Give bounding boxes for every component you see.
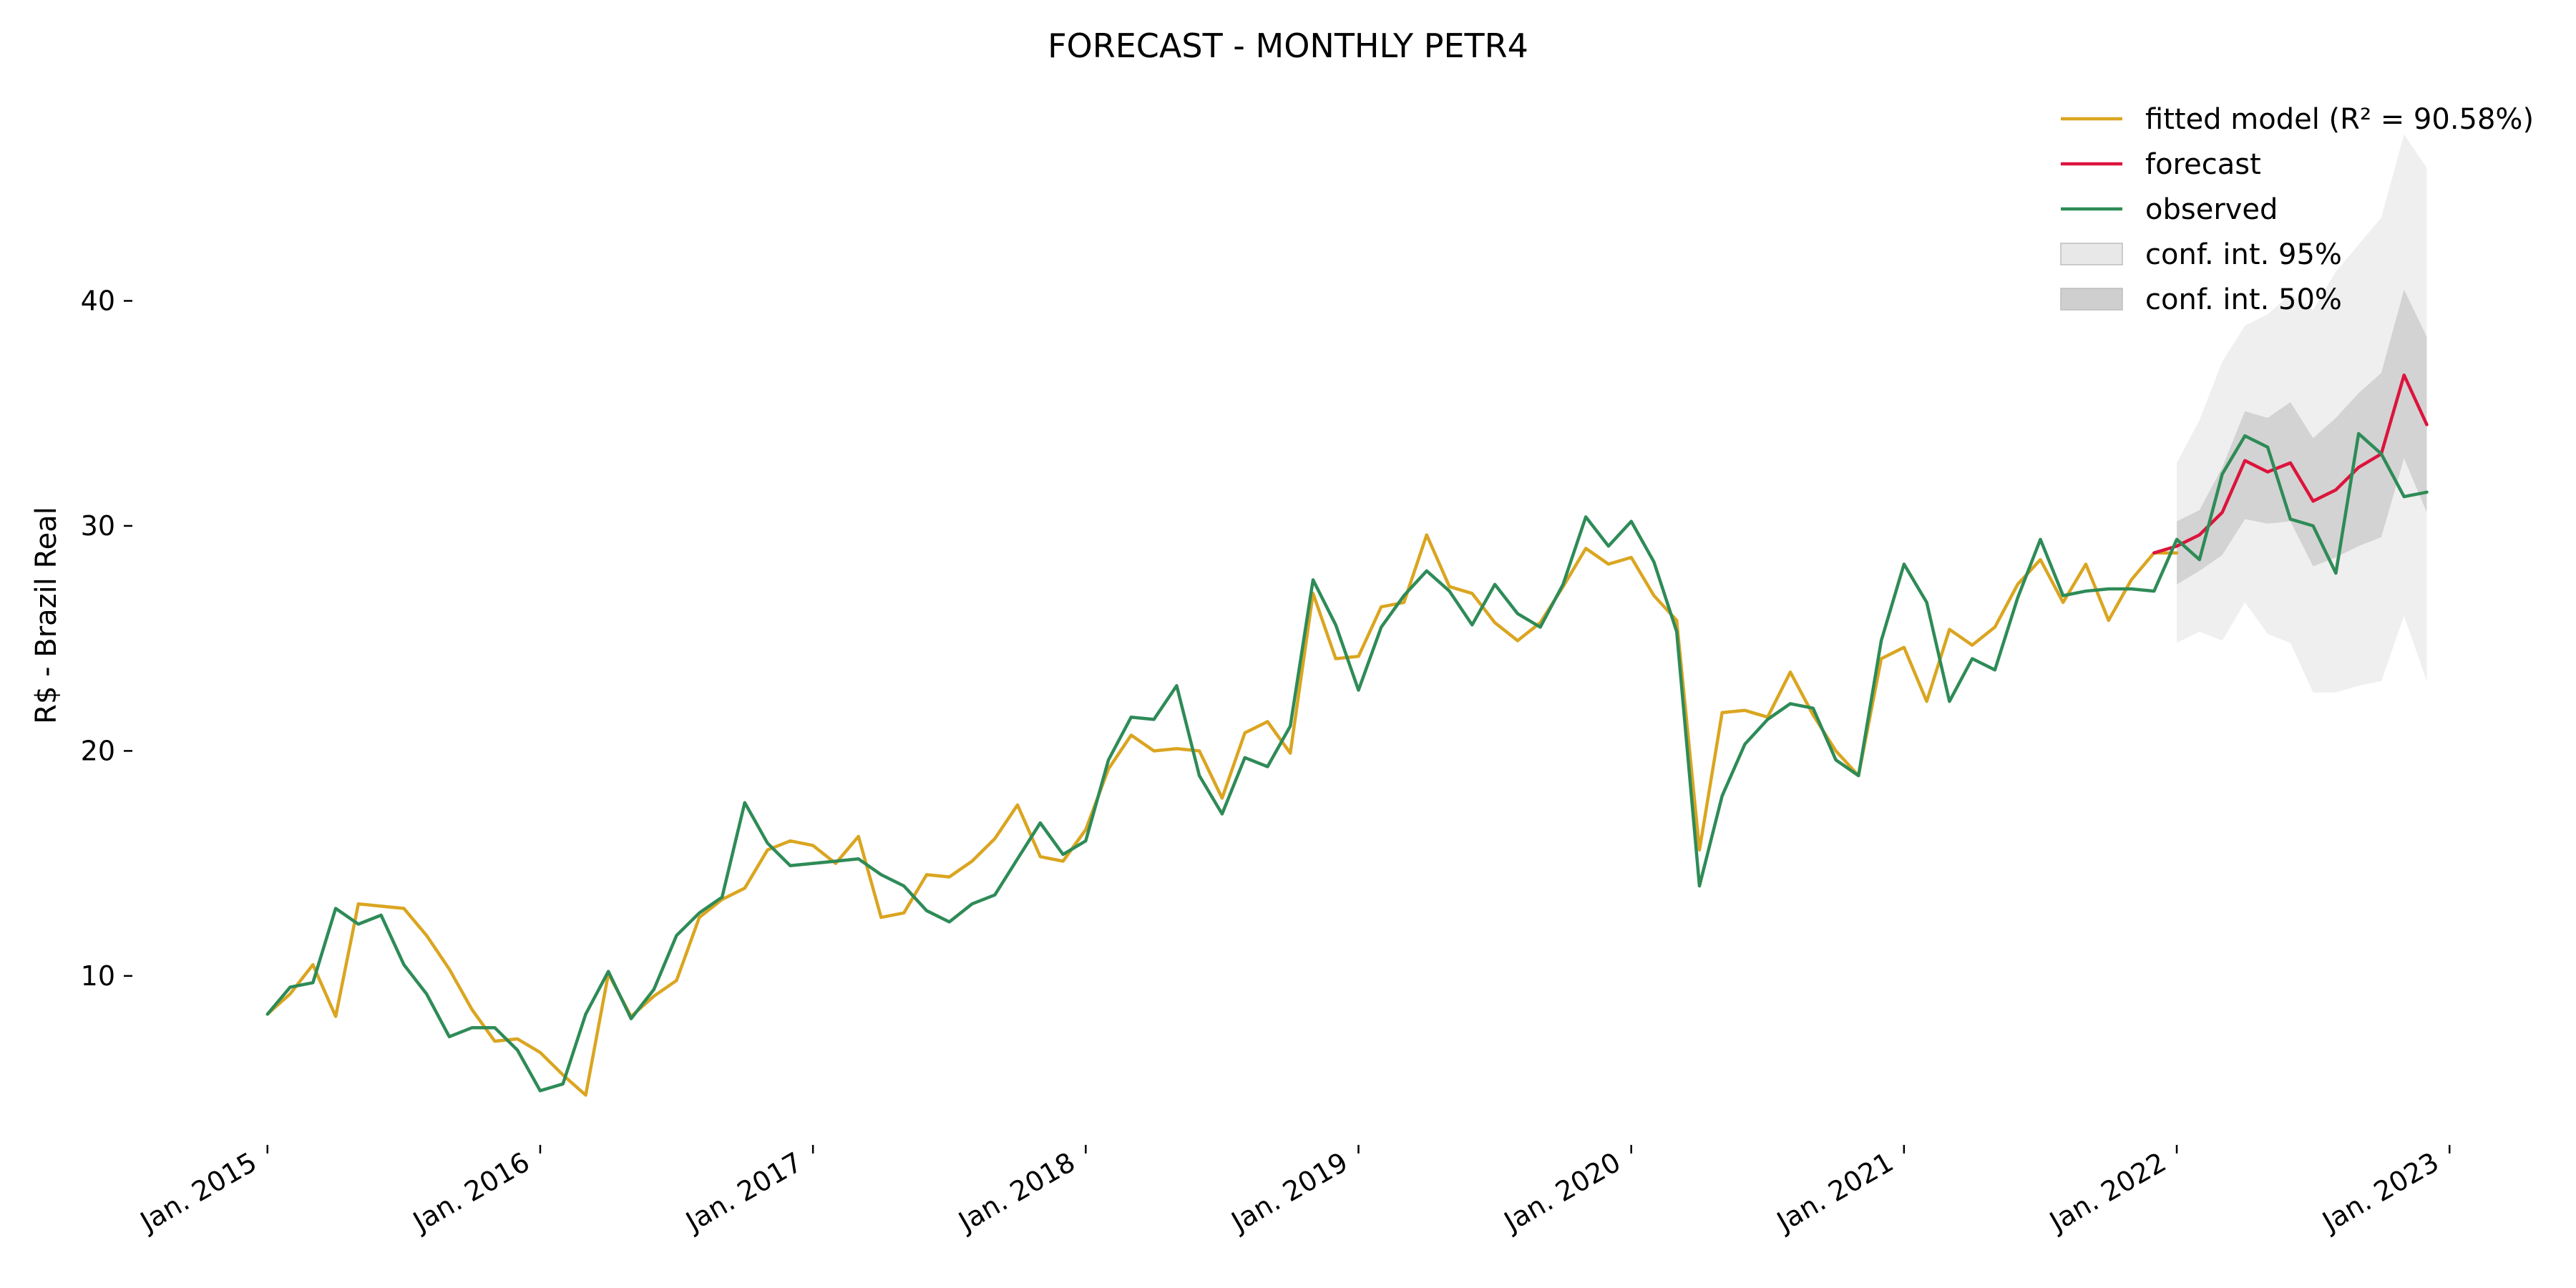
x-tick-label: Jan. 2019 (1225, 1146, 1353, 1239)
conf-int-95-band (2177, 134, 2427, 693)
legend-label: forecast (2145, 148, 2261, 181)
observed-line (265, 431, 2429, 1093)
x-tick-label: Jan. 2023 (2316, 1146, 2444, 1239)
legend-label: conf. int. 50% (2145, 283, 2342, 316)
x-tick-label: Jan. 2015 (134, 1146, 262, 1239)
y-tick-label: 20 (81, 735, 115, 766)
x-tick-label: Jan. 2018 (952, 1146, 1080, 1239)
conf-int-95-layer (2177, 134, 2427, 693)
legend-swatch (2060, 243, 2123, 265)
y-tick-label: 30 (81, 510, 115, 542)
legend: fitted model (R² = 90.58%) forecast observ… (2060, 103, 2534, 316)
y-tick-label: 10 (81, 960, 115, 992)
conf-int-50-band (2177, 289, 2427, 585)
y-axis-label: R$ - Brazil Real (30, 507, 63, 724)
legend-label: fitted model (R² = 90.58%) (2145, 103, 2534, 136)
conf-int-50-layer (2177, 289, 2427, 585)
chart-title: FORECAST - MONTHLY PETR4 (1048, 26, 1528, 65)
x-tick-label: Jan. 2016 (406, 1146, 535, 1239)
x-tick-label: Jan. 2017 (679, 1146, 807, 1239)
x-tick-label: Jan. 2021 (1770, 1146, 1898, 1239)
x-tick-label: Jan. 2022 (2043, 1146, 2171, 1239)
y-axis: 10 20 30 40 (81, 285, 132, 992)
x-axis: Jan. 2015 Jan. 2016 Jan. 2017 Jan. 2018 Jan.… (134, 1145, 2451, 1239)
y-tick-label: 40 (81, 285, 115, 316)
legend-swatch (2060, 288, 2123, 311)
series-layer (265, 373, 2429, 1097)
x-tick-label: Jan. 2020 (1498, 1146, 1626, 1239)
legend-label: conf. int. 95% (2145, 238, 2342, 271)
legend-label: observed (2145, 193, 2278, 226)
